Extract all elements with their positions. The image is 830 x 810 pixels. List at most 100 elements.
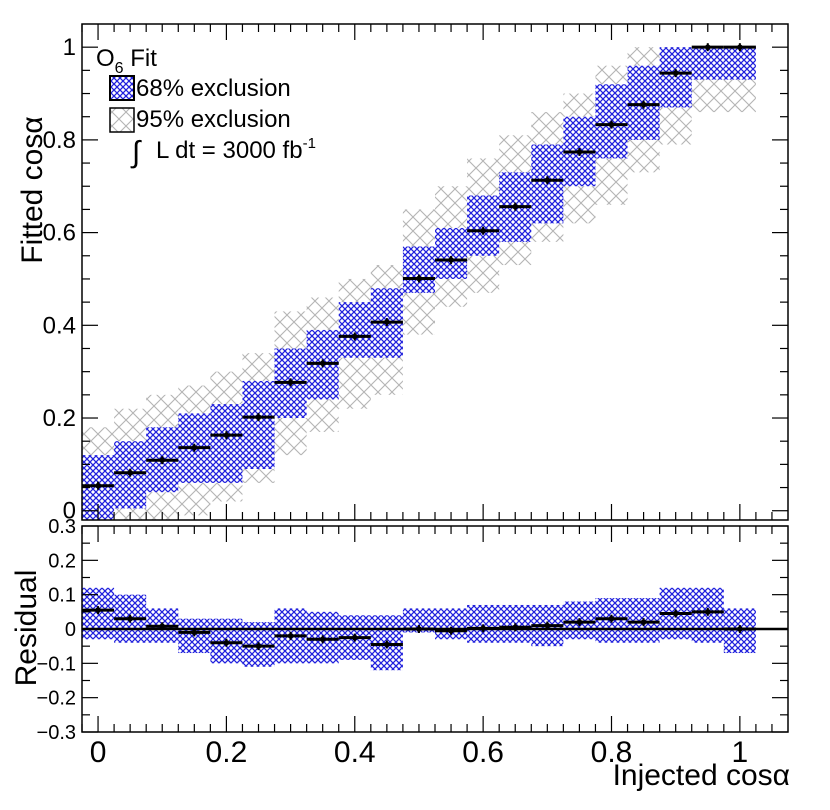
residual-y-tick-label: −0.1 bbox=[37, 653, 76, 675]
fitted-point-2 bbox=[146, 456, 179, 465]
legend-swatch-68 bbox=[109, 75, 135, 101]
residual-band-bin-12 bbox=[467, 604, 500, 643]
residual-point-9 bbox=[370, 640, 403, 649]
x-tick-label: 1 bbox=[732, 736, 749, 769]
fitted-point-13-marker bbox=[512, 203, 519, 210]
fitted-point-10-marker bbox=[416, 275, 422, 282]
residual-point-10-marker bbox=[416, 626, 422, 632]
fitted-point-16 bbox=[595, 120, 628, 129]
band68-bin-8 bbox=[338, 302, 371, 358]
residual-point-7 bbox=[306, 635, 339, 644]
residual-point-14-marker bbox=[544, 622, 551, 629]
legend-swatch-95 bbox=[109, 107, 135, 133]
x-tick-label: 0.6 bbox=[462, 736, 504, 769]
x-tick-label: 0 bbox=[90, 736, 107, 769]
main-x-ticks bbox=[81, 24, 773, 520]
fitted-point-17-marker bbox=[640, 101, 647, 108]
residual-point-1-marker bbox=[127, 615, 133, 622]
fitted-point-3-marker bbox=[191, 444, 198, 451]
residual-point-18-marker bbox=[672, 610, 679, 617]
band68-bin-12 bbox=[467, 195, 500, 256]
fitted-point-18 bbox=[659, 69, 692, 78]
band68-bin-5 bbox=[242, 380, 275, 470]
main-y-tick-label: 1 bbox=[63, 34, 76, 61]
fitted-point-14-marker bbox=[544, 177, 551, 184]
residual-y-tick-label: 0.2 bbox=[48, 550, 76, 572]
residual-point-1 bbox=[114, 614, 147, 623]
fitted-point-20-marker bbox=[737, 44, 743, 50]
legend: O6 Fit 68% exclusion 95% exclusion ∫ L d… bbox=[96, 45, 316, 169]
residual-point-0-marker bbox=[95, 607, 101, 613]
residual-y-tick-label: −0.2 bbox=[37, 688, 76, 710]
fitted-point-11 bbox=[435, 255, 468, 264]
fitted-point-12-marker bbox=[480, 227, 486, 234]
residual-point-6 bbox=[274, 631, 307, 640]
main-y-tick-label: 0.8 bbox=[43, 127, 76, 154]
residual-point-3-marker bbox=[191, 629, 198, 636]
residual-point-15-marker bbox=[576, 619, 583, 625]
fitted-point-12 bbox=[467, 226, 500, 235]
fitted-point-7-marker bbox=[319, 360, 326, 367]
integral-symbol: ∫ bbox=[130, 136, 142, 169]
residual-point-15 bbox=[563, 618, 596, 627]
residual-point-8 bbox=[338, 633, 371, 642]
legend-label-68: 68% exclusion bbox=[136, 75, 291, 102]
residual-point-4 bbox=[210, 638, 243, 647]
x-tick-label: 0.2 bbox=[206, 736, 248, 769]
fitted-point-4-marker bbox=[223, 432, 230, 438]
residual-point-11-marker bbox=[448, 627, 454, 634]
fitted-point-5 bbox=[242, 413, 275, 422]
band68-bin-20 bbox=[723, 47, 756, 80]
residual-point-20-marker bbox=[737, 626, 743, 632]
residual-point-6-marker bbox=[287, 633, 294, 639]
residual-point-18 bbox=[659, 609, 692, 618]
band68-bin-10 bbox=[402, 246, 435, 293]
fitted-point-20 bbox=[723, 43, 756, 52]
residual-points-group bbox=[82, 606, 756, 651]
fitted-point-16-marker bbox=[608, 121, 615, 128]
fitted-point-15 bbox=[563, 147, 596, 156]
fitted-point-0-marker bbox=[95, 482, 101, 489]
main-points-group bbox=[82, 43, 756, 490]
fitted-point-9 bbox=[370, 318, 403, 327]
x-axis-label: Injected cosα bbox=[613, 759, 790, 792]
fitted-point-4 bbox=[210, 431, 243, 440]
residual-point-17-marker bbox=[640, 619, 647, 625]
fitted-point-1-marker bbox=[127, 469, 133, 476]
residual-y-tick-label: 0.1 bbox=[48, 585, 76, 607]
fitted-point-19 bbox=[691, 43, 724, 52]
residual-point-19-marker bbox=[704, 609, 711, 615]
main-y-tick-label: 0.6 bbox=[43, 220, 76, 247]
residual-point-5 bbox=[242, 642, 275, 651]
fitted-point-6 bbox=[274, 378, 307, 387]
residual-x-axis: 0 0.2 0.4 0.6 0.8 1 bbox=[81, 526, 773, 769]
fitted-point-1 bbox=[114, 468, 147, 477]
residual-point-10 bbox=[402, 625, 435, 633]
legend-label-95: 95% exclusion bbox=[136, 106, 291, 133]
fitted-point-17 bbox=[627, 100, 660, 109]
residual-y-tick-label: 0 bbox=[65, 619, 76, 641]
residual-point-16 bbox=[595, 614, 628, 623]
residual-point-19 bbox=[691, 607, 724, 616]
band68-bin-19 bbox=[691, 47, 724, 80]
residual-point-4-marker bbox=[223, 639, 230, 646]
residual-point-13-marker bbox=[512, 624, 519, 631]
main-y-axis-label: Fitted cosα bbox=[16, 116, 49, 263]
legend-title: O6 Fit bbox=[96, 45, 157, 77]
residual-point-9-marker bbox=[384, 641, 390, 648]
residual-point-5-marker bbox=[255, 643, 262, 649]
residual-point-8-marker bbox=[351, 634, 358, 641]
main-y-tick-label: 0.2 bbox=[43, 405, 76, 432]
band68-bin-11 bbox=[435, 227, 468, 279]
residual-point-3 bbox=[178, 628, 211, 637]
fitted-point-18-marker bbox=[672, 70, 679, 76]
main-y-tick-label: 0 bbox=[63, 498, 76, 525]
residual-point-0 bbox=[82, 606, 115, 615]
luminosity-label: L dt = 3000 fb-1 bbox=[156, 135, 316, 164]
fitted-point-7 bbox=[306, 359, 339, 368]
residual-y-tick-label: 0.3 bbox=[48, 516, 76, 538]
residual-point-2-marker bbox=[159, 623, 166, 630]
residual-point-11 bbox=[435, 626, 468, 635]
residual-point-20 bbox=[723, 625, 756, 633]
